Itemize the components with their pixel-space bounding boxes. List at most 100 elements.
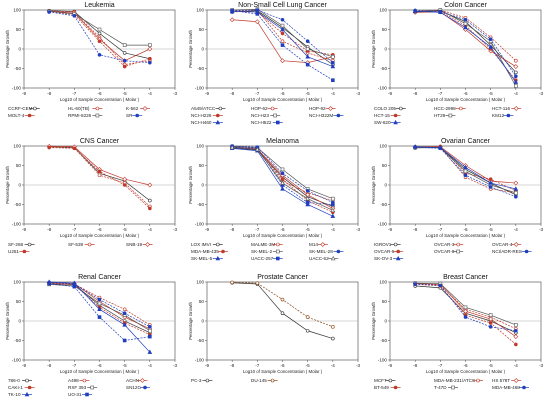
legend-marker [95,113,100,118]
data-point [438,9,443,15]
data-point [122,311,127,316]
x-tick-label: -9 [22,227,27,232]
legend-label: HOP-62 [251,106,268,111]
x-axis-label: Log10 of Sample Concentration ( Molar ) [243,233,323,238]
data-point [488,185,493,189]
x-tick-label: -6 [280,363,285,368]
legend: SF-268 SF-539 SNB-19 U251 [8,242,153,254]
data-point [97,173,102,178]
data-point [97,53,102,57]
x-axis-label: Log10 of Sample Concentration ( Molar ) [60,369,140,374]
x-tick-label: -4 [514,91,519,96]
y-tick-label: 50 [382,163,388,168]
legend-label: OVCAR-8 [434,249,455,254]
data-point [280,39,285,44]
series-line [49,146,150,186]
legend-marker [276,120,280,125]
data-point [412,144,418,149]
legend-marker [221,249,225,254]
legend-label: SK-MEL-5 [191,256,213,261]
legend-label: OVCAR-4 [492,242,513,247]
data-point [330,207,336,213]
legend: MCF7 MDA-MB-231/ATCC HS 578T BT-549 T-47D MDA… [374,378,529,390]
series-line [232,282,333,339]
data-point [148,334,152,339]
legend-label: UACC-257 [251,256,274,261]
chart-svg: Leukemia -100 -50 0 50 100 -9 -8 -7 -6 -5 -4 -3 Log10… [5,2,177,118]
data-point [305,328,310,333]
x-tick-label: -4 [331,227,336,232]
data-point [255,146,260,152]
legend-label: SW-620 [374,120,391,125]
data-point [280,186,285,191]
legend-marker [215,255,221,261]
legend-label: MDA-MB-468 [492,385,520,390]
y-axis-label: Percentage Growth [5,166,10,204]
y-axis-label: Percentage Growth [371,166,376,204]
x-tick-label: -7 [255,363,260,368]
legend-marker [393,242,398,247]
legend-label: NCI-H460 [191,120,212,125]
legend-marker [85,392,89,397]
legend-label: NCI-H322M [309,113,333,118]
data-point [147,46,153,52]
legend-marker [87,242,92,247]
data-point [305,47,310,51]
legend-label: CAKI-1 [8,385,23,390]
data-point [97,306,102,312]
legend-marker [205,378,210,383]
y-tick-label: -50 [380,338,387,343]
legend-marker [395,255,401,261]
panel-title: Leukemia [84,2,114,9]
data-point [47,281,51,286]
legend-label: CCRF-CEM [8,106,33,111]
x-axis-label: Log10 of Sample Concentration ( Molar ) [426,233,506,238]
panel-cns-cancer: CNS Cancer -100 -50 0 50 100 -9 -8 -7 -6 -5 -4 -3 Log… [0,136,183,272]
data-point [438,144,443,150]
data-point [463,17,468,22]
data-point [513,79,519,84]
legend-marker [448,113,453,118]
panel-title: Prostate Cancer [257,274,308,281]
data-point [305,189,310,193]
y-tick-label: 0 [18,47,21,52]
legend-label: K-562 [126,106,139,111]
data-point [97,315,102,319]
legend-label: NCI-H23 [251,113,269,118]
data-point [331,336,335,341]
data-point [97,297,102,302]
data-point [72,146,77,151]
legend-marker [273,113,277,118]
legend-marker [524,249,529,254]
x-tick-label: -9 [388,227,393,232]
data-point [280,58,285,64]
y-tick-label: -50 [197,338,204,343]
data-point [280,171,285,176]
data-point [331,325,335,329]
legend-label: PC-3 [191,378,202,383]
legend-label: SK-MEL-2 [251,249,273,254]
panel-prostate-cancer: Prostate Cancer -100 -50 0 50 100 -9 -8 -7 -6 -5 -4… [183,272,366,408]
x-tick-label: -7 [255,91,260,96]
x-tick-label: -4 [514,363,519,368]
data-point [280,180,285,185]
legend-marker [456,242,460,247]
data-point [305,54,310,59]
data-point [72,284,77,289]
data-point [305,39,310,44]
x-tick-label: -7 [438,363,443,368]
chart-svg: Colon Cancer -100 -50 0 50 100 -9 -8 -7 -6 -5 -4 -3 L… [371,2,543,125]
x-tick-label: -6 [463,227,468,232]
data-point [122,183,127,187]
data-point [514,74,518,79]
legend: IGROV1 OVCAR-3 OVCAR-4 OVCAR-5 OVCAR-8 NCI/AD… [374,242,532,261]
legend-marker [513,106,519,111]
series-line [49,147,151,209]
y-tick-label: 50 [16,163,22,168]
legend-label: HS 578T [492,378,510,383]
series-line [232,9,333,62]
y-tick-label: -50 [380,202,387,207]
legend-label: SK-OV-3 [374,256,393,261]
x-axis-label: Log10 of Sample Concentration ( Molar ) [426,369,506,374]
legend-marker [24,391,30,397]
